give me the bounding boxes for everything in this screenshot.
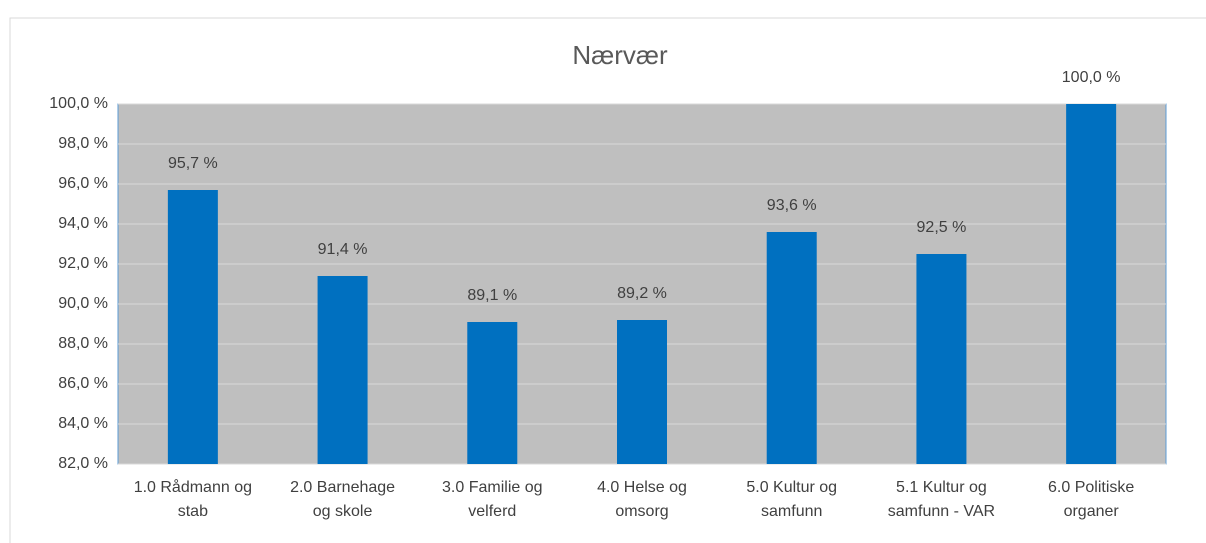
y-tick-label: 92,0 % xyxy=(58,255,108,272)
chart-title: Nærvær xyxy=(572,40,668,70)
y-tick-label: 94,0 % xyxy=(58,215,108,232)
y-tick-label: 84,0 % xyxy=(58,415,108,432)
x-tick-label: samfunn xyxy=(761,503,822,520)
data-label: 95,7 % xyxy=(168,155,218,172)
bar xyxy=(467,322,518,464)
y-tick-label: 90,0 % xyxy=(58,295,108,312)
x-tick-label: omsorg xyxy=(615,503,668,520)
data-label: 91,4 % xyxy=(318,241,368,258)
data-label: 89,1 % xyxy=(467,287,517,304)
data-label: 92,5 % xyxy=(917,219,967,236)
data-label: 89,2 % xyxy=(617,285,667,302)
y-tick-label: 86,0 % xyxy=(58,375,108,392)
x-tick-label: organer xyxy=(1064,503,1120,520)
x-tick-label: 1.0 Rådmann og xyxy=(134,478,252,496)
x-tick-label: 2.0 Barnehage xyxy=(290,479,395,496)
x-tick-label: 5.1 Kultur og xyxy=(896,479,987,496)
bar xyxy=(167,190,218,464)
bar xyxy=(317,276,368,464)
y-tick-label: 88,0 % xyxy=(58,335,108,352)
data-label: 93,6 % xyxy=(767,197,817,214)
bar xyxy=(1066,104,1117,464)
x-tick-label: 3.0 Familie og xyxy=(442,479,543,496)
data-label: 100,0 % xyxy=(1062,69,1121,86)
y-tick-label: 96,0 % xyxy=(58,175,108,192)
y-tick-label: 98,0 % xyxy=(58,135,108,152)
bar xyxy=(766,232,817,464)
x-tick-label: 6.0 Politiske xyxy=(1048,479,1134,496)
y-tick-label: 82,0 % xyxy=(58,455,108,472)
bar xyxy=(617,320,667,464)
x-tick-label: 4.0 Helse og xyxy=(597,479,687,496)
x-tick-label: samfunn - VAR xyxy=(888,503,995,520)
x-tick-label: 5.0 Kultur og xyxy=(746,479,837,496)
y-tick-label: 100,0 % xyxy=(49,95,108,112)
x-tick-label: og skole xyxy=(313,503,373,520)
x-tick-label: velferd xyxy=(468,503,516,520)
bar xyxy=(916,254,967,464)
x-tick-label: stab xyxy=(178,503,208,520)
